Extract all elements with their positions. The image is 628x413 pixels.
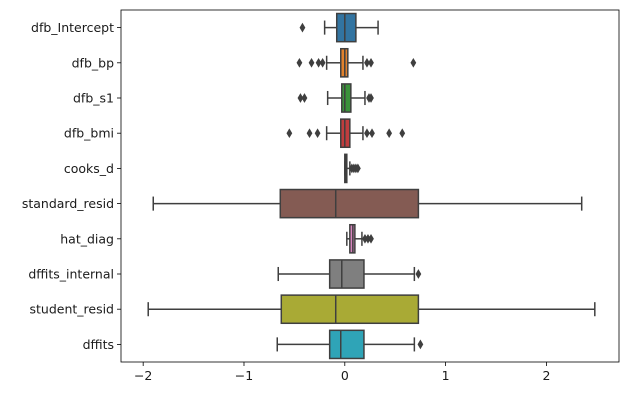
- box-dfb-s1: [297, 83, 374, 113]
- outlier-point: [369, 128, 375, 139]
- category-label: dfb_Intercept: [31, 20, 114, 35]
- outlier-point: [386, 128, 393, 139]
- category-label: dfb_s1: [73, 91, 114, 106]
- outlier-point: [314, 128, 321, 139]
- category-label: student_resid: [29, 302, 114, 317]
- x-tick-label: 1: [442, 368, 450, 383]
- x-tick-label: −2: [134, 368, 152, 383]
- outlier-point: [306, 128, 313, 139]
- outlier-point: [410, 57, 417, 68]
- x-axis: −2 −1 0 1 2: [134, 362, 550, 383]
- category-label: dffits: [83, 337, 114, 352]
- category-label: dffits_internal: [28, 267, 114, 282]
- outlier-point: [368, 93, 374, 103]
- outlier-point: [286, 128, 293, 139]
- box-dfb-bp: [296, 47, 417, 78]
- iqr-box: [279, 188, 420, 219]
- outlier-point: [315, 57, 322, 68]
- category-label: cooks_d: [64, 161, 114, 176]
- outlier-point: [365, 233, 371, 244]
- x-tick-label: −1: [235, 368, 253, 383]
- x-tick-label: 2: [542, 368, 550, 383]
- category-labels: dfb_Intercept dfb_bp dfb_s1 dfb_bmi cooks_ds…: [22, 20, 121, 352]
- outlier-point: [368, 57, 374, 68]
- iqr-box: [341, 83, 352, 113]
- outlier-point: [417, 339, 424, 350]
- category-label: dfb_bmi: [64, 126, 114, 141]
- outlier-point: [297, 93, 304, 103]
- plot-frame: [120, 9, 620, 363]
- box-dfb-Intercept: [299, 12, 379, 43]
- outlier-point: [296, 57, 303, 68]
- outlier-point: [368, 233, 374, 244]
- iqr-box: [328, 329, 365, 360]
- category-label: dfb_bp: [72, 55, 114, 70]
- iqr-box: [328, 259, 365, 289]
- outlier-point: [299, 22, 306, 33]
- outlier-point: [319, 57, 326, 68]
- outlier-point: [415, 269, 422, 279]
- outlier-point: [308, 57, 315, 68]
- box-standard-resid: [152, 188, 583, 219]
- category-label: standard_resid: [22, 196, 114, 211]
- boxes: [147, 12, 596, 360]
- outlier-point: [301, 93, 308, 103]
- outlier-point: [362, 233, 368, 244]
- box-dfb-bmi: [286, 118, 406, 149]
- box-hat-diag: [346, 223, 374, 254]
- box-student-resid: [147, 294, 596, 325]
- box-dffits: [276, 329, 424, 360]
- iqr-box: [280, 294, 420, 325]
- outlier-point: [364, 57, 370, 68]
- x-tick-label: 0: [341, 368, 349, 383]
- category-label: hat_diag: [60, 231, 114, 246]
- outlier-point: [364, 128, 370, 139]
- box-dffits-internal: [277, 259, 422, 289]
- outlier-point: [399, 128, 406, 139]
- outlier-point: [355, 163, 361, 174]
- box-cooks-d: [344, 153, 361, 184]
- iqr-box: [335, 12, 357, 43]
